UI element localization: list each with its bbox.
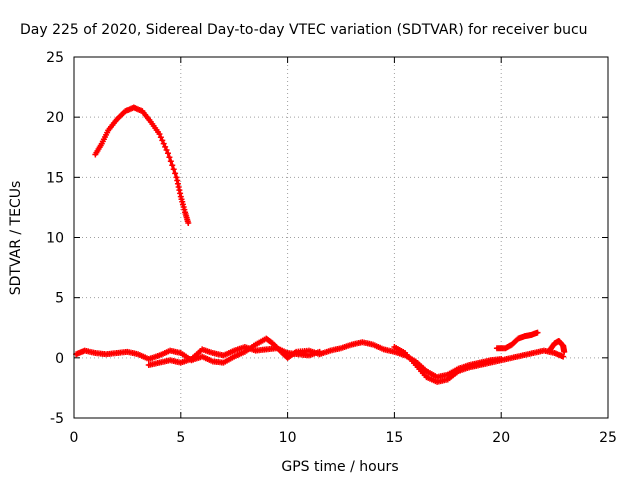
x-tick-label: 5 (176, 430, 185, 446)
series-arc-high (92, 104, 192, 227)
data-point (534, 329, 541, 336)
y-tick-label: 5 (55, 291, 64, 307)
series-arc-late-rise (493, 329, 541, 352)
y-tick-label: -5 (50, 411, 64, 427)
x-tick-label: 15 (385, 430, 403, 446)
series-arcs-low-b (145, 344, 323, 369)
data-point (316, 348, 323, 355)
y-tick-label: 0 (55, 351, 64, 367)
x-tick-label: 20 (492, 430, 510, 446)
data-point (172, 170, 179, 177)
data-point (159, 137, 166, 144)
x-tick-label: 0 (70, 430, 79, 446)
data-point (164, 150, 171, 157)
y-tick-label: 10 (46, 231, 64, 247)
series-arcs-low-a (73, 335, 505, 381)
data-point (561, 348, 568, 355)
data-point (560, 353, 567, 360)
axis-ticks: 0 5 10 15 20 25 -5 0 5 10 15 20 25 (46, 50, 617, 446)
x-tick-label: 25 (599, 430, 617, 446)
data-point (167, 158, 174, 165)
data-point (169, 162, 176, 169)
x-tick-label: 10 (279, 430, 297, 446)
data-point (170, 166, 177, 173)
data-series (73, 104, 568, 385)
y-axis-label: SDTVAR / TECUs (8, 181, 24, 296)
y-tick-label: 15 (46, 170, 64, 186)
data-point (163, 147, 170, 154)
x-axis-label: GPS time / hours (281, 459, 398, 475)
data-point (185, 220, 192, 227)
series-arcs-low-c (391, 344, 567, 385)
data-point (166, 154, 173, 161)
y-tick-label: 20 (46, 110, 64, 126)
chart-title: Day 225 of 2020, Sidereal Day-to-day VTE… (20, 22, 588, 38)
series-arc-late-end (547, 337, 568, 355)
y-tick-label: 25 (46, 50, 64, 66)
data-point (160, 140, 167, 147)
data-point (162, 143, 169, 150)
data-point (156, 131, 163, 138)
data-point (157, 134, 164, 141)
